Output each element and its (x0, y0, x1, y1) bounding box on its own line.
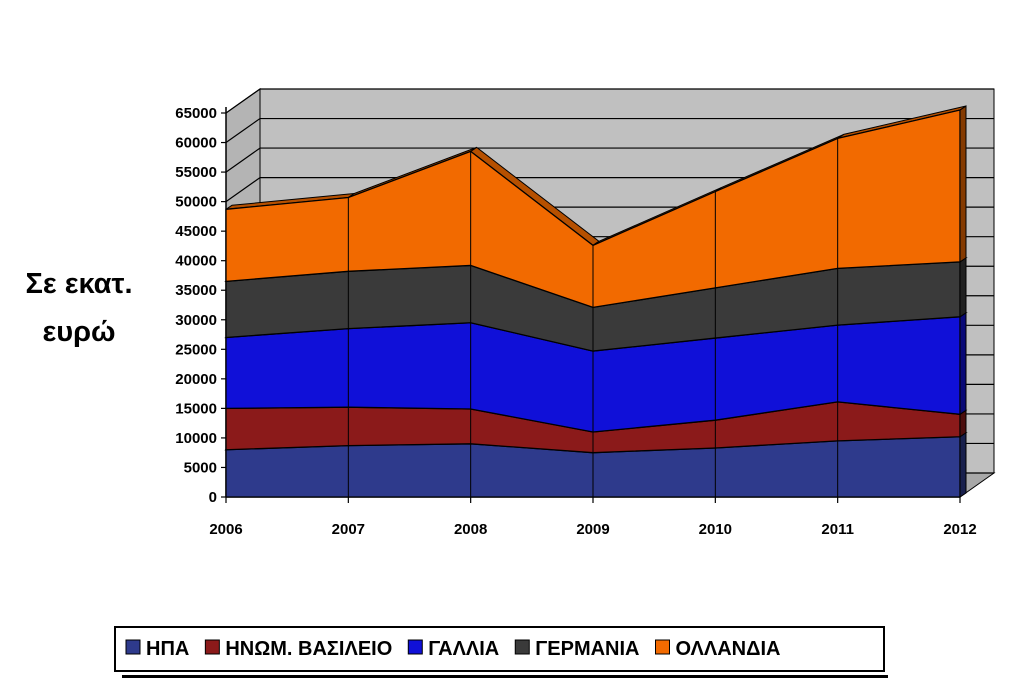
legend-swatch (655, 639, 670, 655)
y-tick-label: 10000 (175, 430, 217, 447)
gridline (225, 117, 994, 144)
legend-label: ΓΑΛΛΙΑ (428, 638, 499, 660)
legend-label: ΗΝΩΜ. ΒΑΣΙΛΕΙΟ (225, 638, 392, 660)
legend-label: ΓΕΡΜΑΝΙΑ (535, 638, 639, 660)
y-axis-title: Σε εκατ. ευρώ (25, 268, 132, 348)
legend-item-1: ΗΠΑ (125, 638, 189, 660)
y-tick-label: 25000 (175, 341, 217, 358)
y-tick-label: 5000 (184, 459, 217, 476)
gridline (225, 147, 994, 173)
x-axis-tick-labels: 2006 2007 2008 2009 2010 2011 2012 (209, 497, 977, 538)
x-tick-label: 2010 (699, 521, 732, 538)
y-tick-label: 60000 (175, 135, 217, 152)
y-tick-label: 55000 (175, 164, 217, 181)
x-tick-label: 2012 (943, 521, 976, 538)
y-tick-label: 30000 (175, 312, 217, 329)
legend-swatch (125, 639, 141, 655)
x-tick-label: 2008 (454, 521, 487, 538)
x-tick-label: 2006 (209, 521, 242, 538)
y-axis-tick-labels: 0 5000 10000 15000 20000 25000 30000 35000 40000… (175, 105, 226, 506)
x-tick-label: 2009 (576, 521, 609, 538)
series-side-face (959, 431, 967, 498)
legend-item-5: ΟΛΛΑΝΔΙΑ (655, 638, 781, 660)
y-tick-label: 35000 (175, 282, 217, 299)
legend-label: ΗΠΑ (146, 638, 189, 660)
legend-swatch (407, 639, 423, 655)
y-axis-title-line-1: Σε εκατ. (25, 268, 132, 300)
series-5 (225, 105, 967, 309)
series-side-face (959, 311, 967, 416)
y-tick-label: 50000 (175, 194, 217, 211)
y-tick-label: 45000 (175, 223, 217, 240)
y-tick-label: 20000 (175, 371, 217, 388)
y-tick-label: 65000 (175, 105, 217, 122)
legend-swatch (204, 639, 220, 655)
y-tick-label: 15000 (175, 400, 217, 417)
legend: ΗΠΑ ΗΝΩΜ. ΒΑΣΙΛΕΙΟ ΓΑΛΛΙΑ ΓΕΡΜΑΝΙΑ ΟΛΛΑΝΔΙΑ (114, 626, 888, 678)
series-side-face (959, 105, 967, 263)
gridline (225, 88, 994, 114)
area-series (224, 105, 968, 498)
legend-item-4: ΓΕΡΜΑΝΙΑ (514, 638, 640, 660)
legend-item-2: ΗΝΩΜ. ΒΑΣΙΛΕΙΟ (204, 638, 392, 660)
x-tick-label: 2011 (821, 521, 854, 538)
x-tick-label: 2007 (332, 521, 365, 538)
legend-item-3: ΓΑΛΛΙΑ (407, 638, 499, 660)
legend-label: ΟΛΛΑΝΔΙΑ (676, 638, 781, 660)
y-axis-title-line-2: ευρώ (42, 316, 115, 348)
y-tick-label: 0 (209, 489, 217, 506)
legend-swatch (514, 639, 530, 655)
series-side-face (959, 256, 967, 318)
y-tick-label: 40000 (175, 253, 217, 270)
legend-box (114, 626, 885, 672)
